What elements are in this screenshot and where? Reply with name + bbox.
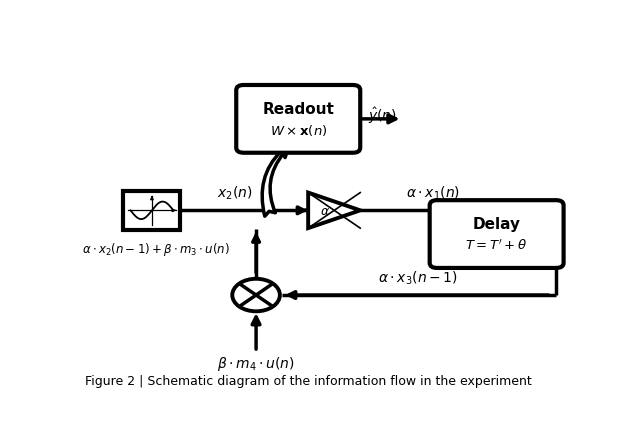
FancyBboxPatch shape (429, 200, 564, 268)
Text: $\alpha \cdot x_1\left(n\right)$: $\alpha \cdot x_1\left(n\right)$ (406, 184, 460, 202)
Text: $T = T' + \theta$: $T = T' + \theta$ (465, 238, 528, 253)
Text: $\alpha \cdot x_2\left(n-1\right) + \beta \cdot m_3 \cdot u\left(n\right)$: $\alpha \cdot x_2\left(n-1\right) + \bet… (83, 241, 230, 258)
FancyBboxPatch shape (236, 85, 360, 153)
FancyBboxPatch shape (124, 191, 180, 230)
Text: $W \times \mathbf{x}(n)$: $W \times \mathbf{x}(n)$ (269, 123, 327, 138)
Circle shape (232, 279, 280, 312)
Text: $\alpha \cdot x_3\left(n-1\right)$: $\alpha \cdot x_3\left(n-1\right)$ (378, 269, 458, 286)
Text: Delay: Delay (472, 217, 521, 232)
Text: $\hat{y}\left(n\right)$: $\hat{y}\left(n\right)$ (368, 105, 397, 125)
Text: Readout: Readout (262, 102, 334, 117)
Text: Figure 2 | Schematic diagram of the information flow in the experiment: Figure 2 | Schematic diagram of the info… (85, 375, 532, 388)
Polygon shape (308, 193, 360, 228)
Text: $x_2\left(n\right)$: $x_2\left(n\right)$ (216, 184, 252, 202)
Text: $\beta \cdot m_4 \cdot u\left(n\right)$: $\beta \cdot m_4 \cdot u\left(n\right)$ (217, 356, 295, 374)
Text: $\alpha$: $\alpha$ (320, 205, 330, 217)
